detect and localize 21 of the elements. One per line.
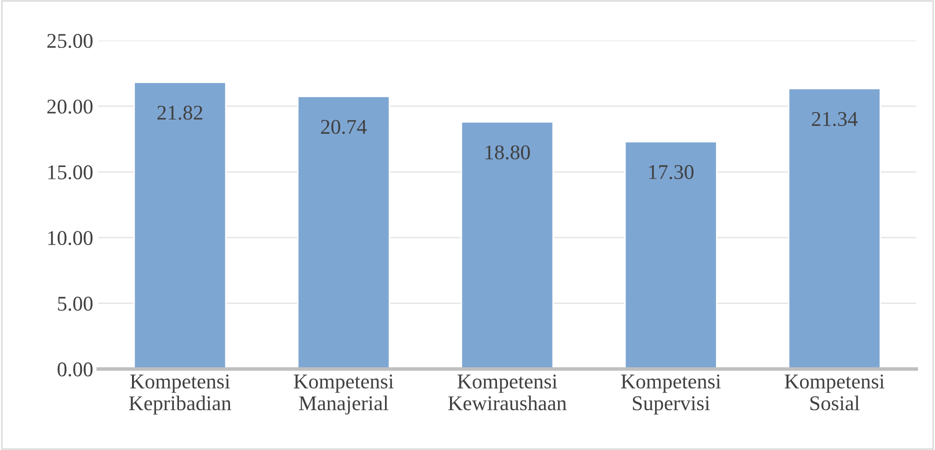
y-tick-label: 0.00 [58,362,93,377]
x-tick-label: Kompetensi Supervisi [621,374,721,415]
data-label: 20.74 [321,120,367,134]
bar [460,121,554,369]
bar [133,82,226,369]
x-tick-label: Kompetensi Sosial [784,374,884,410]
bar [297,96,390,369]
y-tick-label: 15.00 [48,165,93,180]
y-tick-label: 20.00 [47,100,93,114]
data-label: 17.30 [649,165,694,180]
bar [624,140,718,369]
x-tick-label: Kompetensi Kewiraushaan [448,374,566,410]
data-label: 21.82 [157,106,202,120]
bar [788,88,881,369]
y-tick-label: 25.00 [47,34,93,48]
data-label: 21.34 [812,112,858,126]
data-label: 18.80 [486,145,530,160]
x-tick-label: Kompetensi Manajerial [294,374,394,415]
y-tick-label: 5.00 [58,296,93,311]
y-tick-label: 10.00 [48,230,93,246]
x-tick-label: Kompetensi Kepribadian [129,374,232,415]
